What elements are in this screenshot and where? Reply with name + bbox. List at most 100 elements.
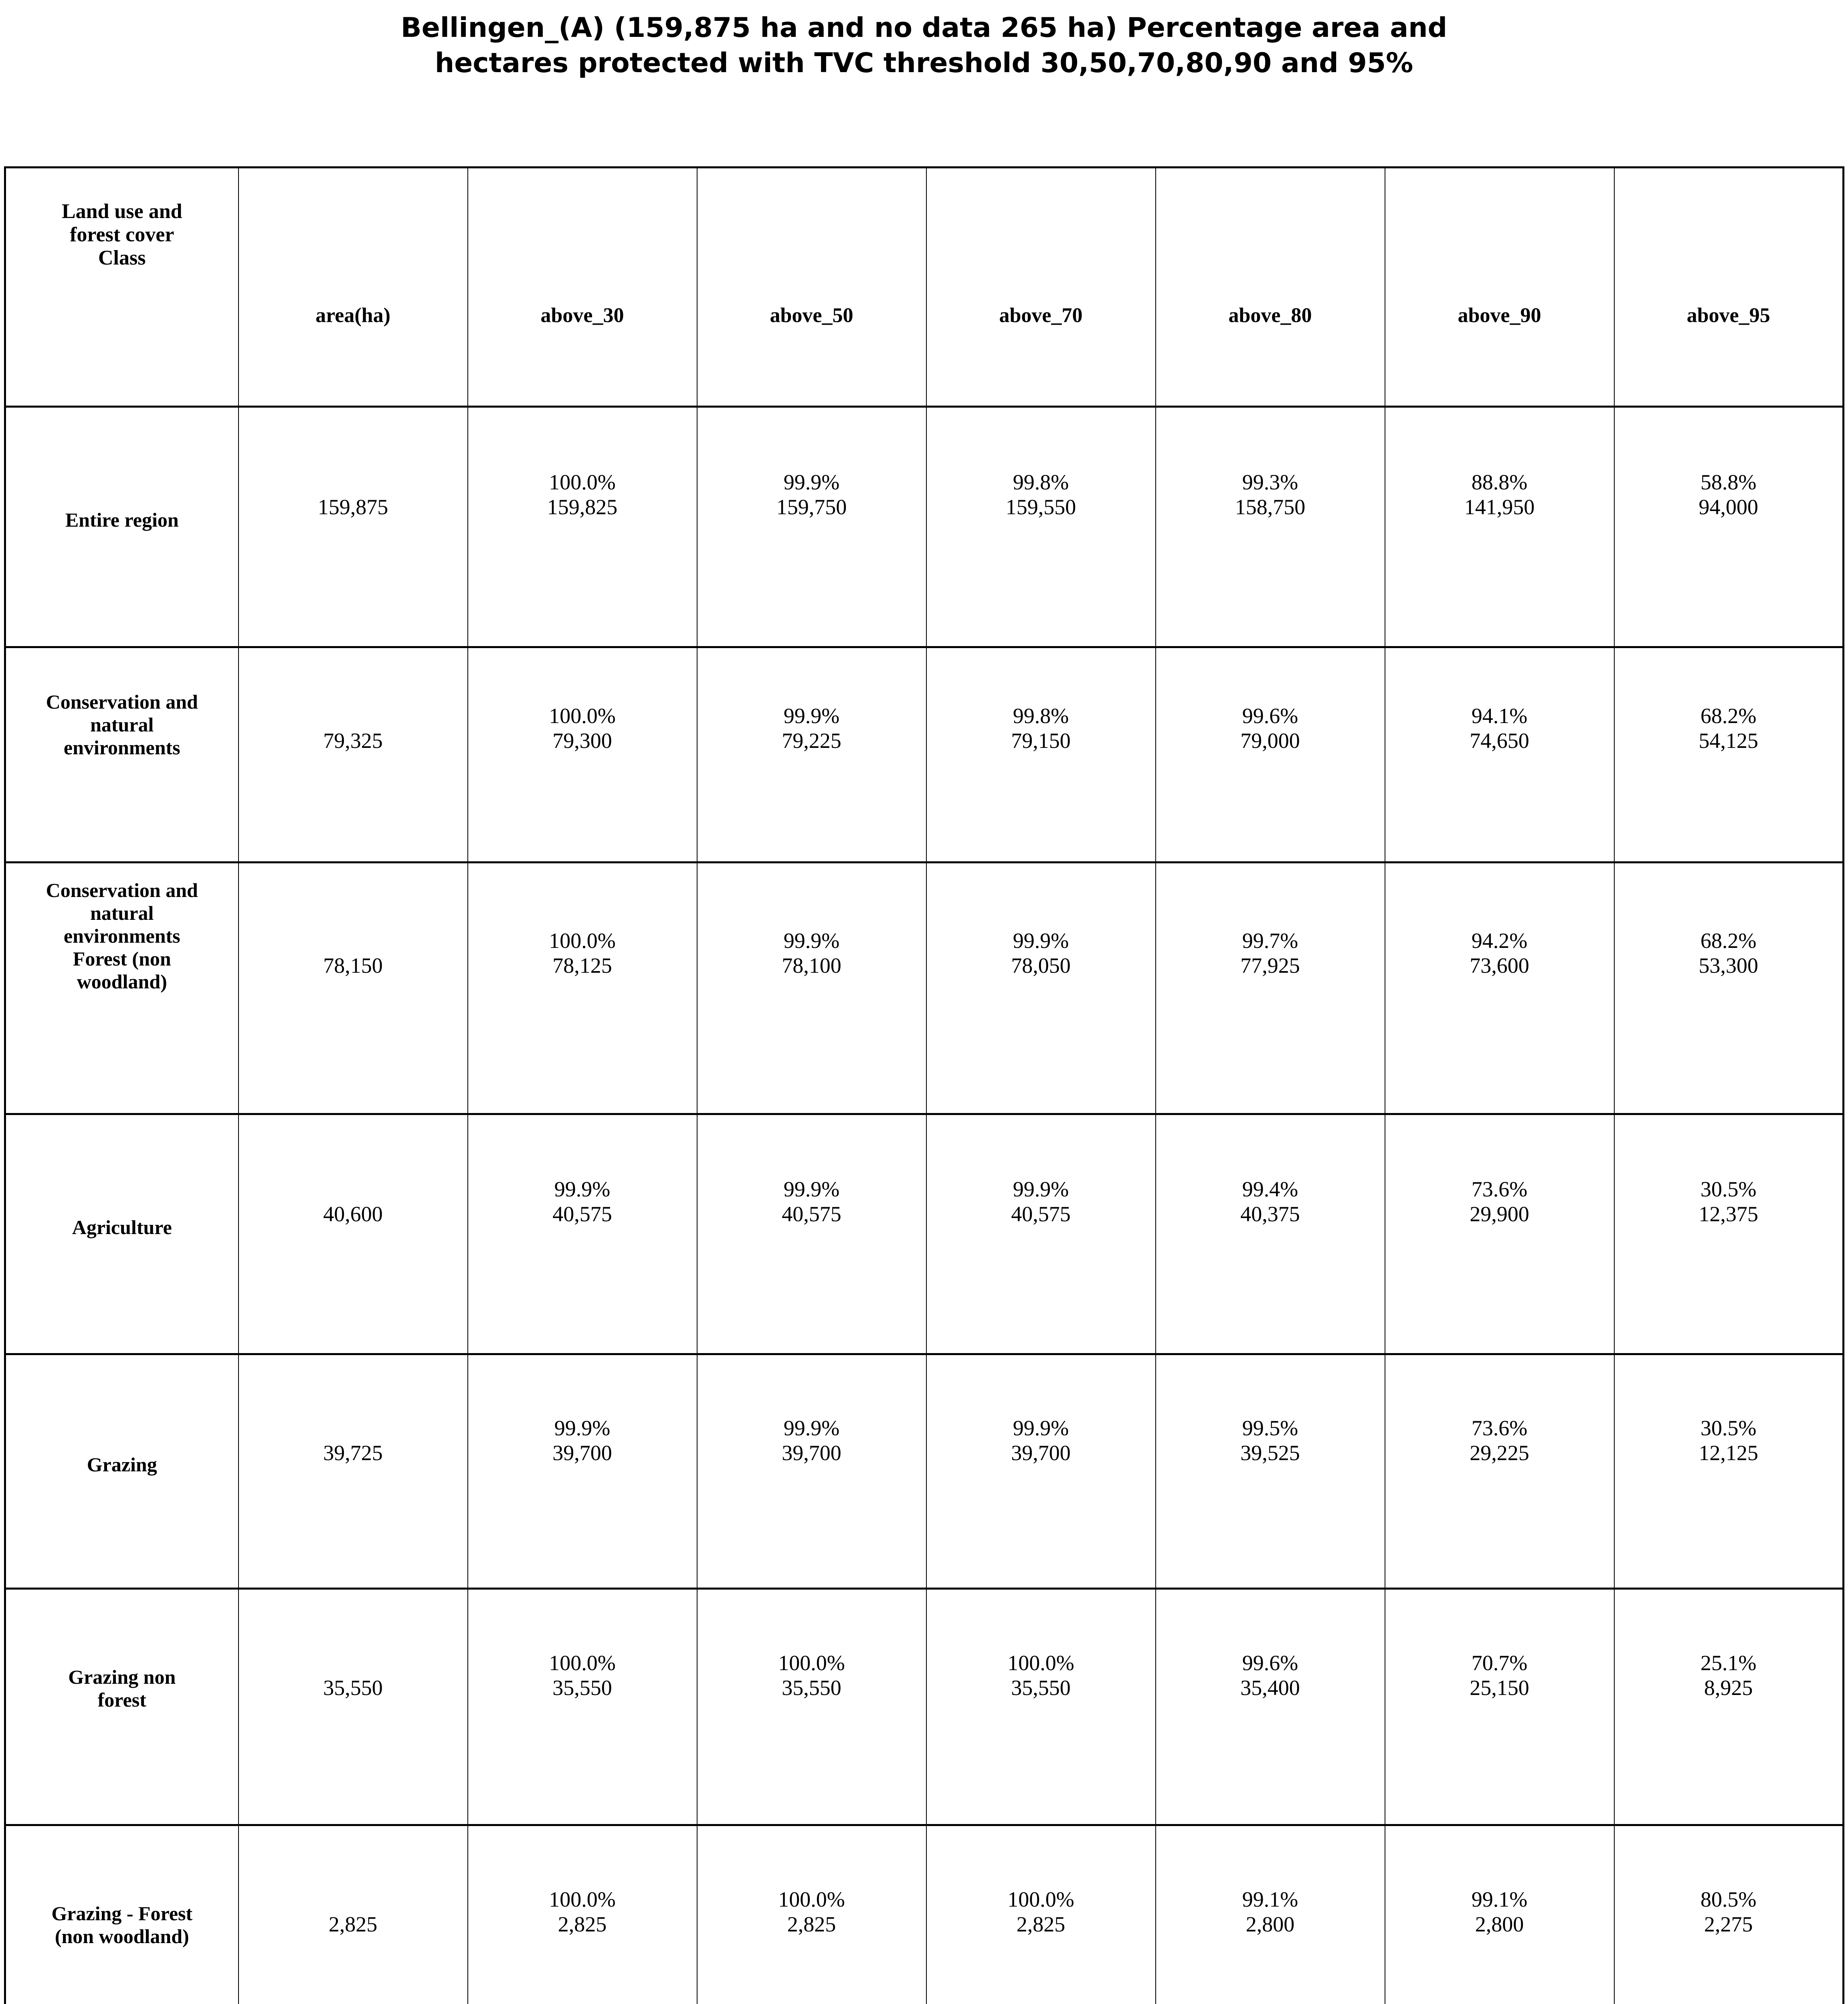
cell-above-90: 94.1% 74,650	[1384, 646, 1615, 863]
ha-value: 141,950	[1464, 495, 1535, 519]
pct-value: 100.0%	[549, 1651, 616, 1675]
pct-value: 99.9%	[554, 1177, 611, 1202]
header-area: area(ha)	[238, 166, 468, 408]
header-landuse-class-label: Land use and forest cover Class	[61, 200, 182, 269]
pct-value: 58.8%	[1700, 470, 1757, 494]
cell-above-30: 100.0% 35,550	[467, 1588, 698, 1826]
cell-above-80: 99.3% 158,750	[1155, 406, 1385, 648]
cell-area: 39,725	[238, 1353, 468, 1590]
cell-above-70: 99.9% 40,575	[926, 1113, 1156, 1355]
cell-class: Conservation and natural environments	[4, 646, 239, 863]
cell-above-90: 94.2% 73,600	[1384, 861, 1615, 1115]
ha-value: 79,150	[1011, 729, 1071, 753]
cell-class: Grazing	[4, 1353, 239, 1590]
ha-value: 29,225	[1470, 1440, 1529, 1465]
cell-area: 2,825	[238, 1824, 468, 2004]
pct-value: 68.2%	[1700, 928, 1757, 953]
pct-value: 100.0%	[549, 928, 616, 953]
cell-area: 78,150	[238, 861, 468, 1115]
table-header-row: Land use and forest cover Class area(ha)…	[4, 166, 1844, 408]
cell-above-80: 99.6% 79,000	[1155, 646, 1385, 863]
pct-value: 70.7%	[1471, 1651, 1528, 1675]
pct-value: 100.0%	[1007, 1887, 1074, 1912]
pct-value: 99.9%	[783, 1416, 840, 1440]
page-title: Bellingen_(A) (159,875 ha and no data 26…	[0, 10, 1848, 81]
ha-value: 40,575	[552, 1202, 612, 1226]
cell-above-95: 68.2% 54,125	[1613, 646, 1844, 863]
pct-value: 25.1%	[1700, 1651, 1757, 1675]
pct-value: 99.6%	[1242, 704, 1298, 728]
cell-above-80: 99.6% 35,400	[1155, 1588, 1385, 1826]
ha-value: 35,550	[782, 1676, 841, 1700]
pct-value: 73.6%	[1471, 1416, 1528, 1440]
table-row-entire-region: Entire region 159,875 100.0% 159,825 99.9…	[4, 406, 1844, 648]
cell-above-50: 99.9% 40,575	[696, 1113, 927, 1355]
header-above-30-label: above_30	[540, 304, 624, 327]
cell-above-90: 73.6% 29,225	[1384, 1353, 1615, 1590]
cell-above-80: 99.5% 39,525	[1155, 1353, 1385, 1590]
cell-class: Agriculture	[4, 1113, 239, 1355]
pct-value: 99.9%	[1013, 1177, 1069, 1202]
header-above-80-label: above_80	[1228, 304, 1312, 327]
pct-value: 100.0%	[1007, 1651, 1074, 1675]
pct-value: 99.9%	[554, 1416, 611, 1440]
pct-value: 100.0%	[778, 1651, 845, 1675]
pct-value: 100.0%	[549, 1887, 616, 1912]
cell-above-70: 100.0% 35,550	[926, 1588, 1156, 1826]
pct-value: 99.4%	[1242, 1177, 1298, 1202]
table-row-agriculture: Agriculture 40,600 99.9% 40,575 99.9% 40,5…	[4, 1113, 1844, 1355]
ha-value: 8,925	[1704, 1676, 1753, 1700]
cell-above-95: 58.8% 94,000	[1613, 406, 1844, 648]
landuse-class-label: Conservation and natural environments Fo…	[46, 879, 198, 993]
area-value: 2,825	[328, 1912, 378, 1937]
header-above-50-label: above_50	[770, 304, 853, 327]
cell-above-90: 73.6% 29,900	[1384, 1113, 1615, 1355]
area-value: 35,550	[323, 1676, 383, 1700]
ha-value: 39,700	[552, 1440, 612, 1465]
cell-above-70: 99.8% 159,550	[926, 406, 1156, 648]
ha-value: 39,700	[782, 1440, 841, 1465]
ha-value: 159,825	[547, 495, 618, 519]
pct-value: 99.9%	[1013, 1416, 1069, 1440]
cell-above-70: 100.0% 2,825	[926, 1824, 1156, 2004]
cell-above-95: 30.5% 12,375	[1613, 1113, 1844, 1355]
ha-value: 40,575	[782, 1202, 841, 1226]
ha-value: 79,000	[1240, 729, 1300, 753]
ha-value: 2,825	[787, 1912, 836, 1937]
landuse-class-label: Agriculture	[72, 1216, 172, 1238]
ha-value: 54,125	[1698, 729, 1759, 753]
ha-value: 77,925	[1240, 953, 1300, 978]
header-above-95-label: above_95	[1686, 304, 1770, 327]
cell-class: Entire region	[4, 406, 239, 648]
cell-above-80: 99.7% 77,925	[1155, 861, 1385, 1115]
pct-value: 94.1%	[1471, 704, 1528, 728]
cell-above-90: 99.1% 2,800	[1384, 1824, 1615, 2004]
cell-class: Grazing - Forest (non woodland)	[4, 1824, 239, 2004]
cell-above-90: 70.7% 25,150	[1384, 1588, 1615, 1826]
cell-above-50: 99.9% 159,750	[696, 406, 927, 648]
ha-value: 39,700	[1011, 1440, 1071, 1465]
cell-above-30: 100.0% 79,300	[467, 646, 698, 863]
pct-value: 88.8%	[1471, 470, 1528, 494]
pct-value: 100.0%	[549, 704, 616, 728]
ha-value: 78,050	[1011, 953, 1071, 978]
pct-value: 94.2%	[1471, 928, 1528, 953]
area-value: 40,600	[323, 1202, 383, 1226]
ha-value: 35,550	[1011, 1676, 1071, 1700]
area-value: 79,325	[323, 729, 383, 753]
cell-above-30: 100.0% 2,825	[467, 1824, 698, 2004]
area-value: 39,725	[323, 1440, 383, 1465]
ha-value: 74,650	[1470, 729, 1529, 753]
pct-value: 68.2%	[1700, 704, 1757, 728]
cell-above-50: 100.0% 2,825	[696, 1824, 927, 2004]
cell-above-80: 99.1% 2,800	[1155, 1824, 1385, 2004]
cell-class: Conservation and natural environments Fo…	[4, 861, 239, 1115]
pct-value: 99.6%	[1242, 1651, 1298, 1675]
pct-value: 99.8%	[1013, 704, 1069, 728]
ha-value: 2,825	[558, 1912, 607, 1937]
header-above-95: above_95	[1613, 166, 1844, 408]
ha-value: 79,300	[552, 729, 612, 753]
ha-value: 25,150	[1470, 1676, 1529, 1700]
cell-area: 79,325	[238, 646, 468, 863]
header-above-70-label: above_70	[999, 304, 1083, 327]
